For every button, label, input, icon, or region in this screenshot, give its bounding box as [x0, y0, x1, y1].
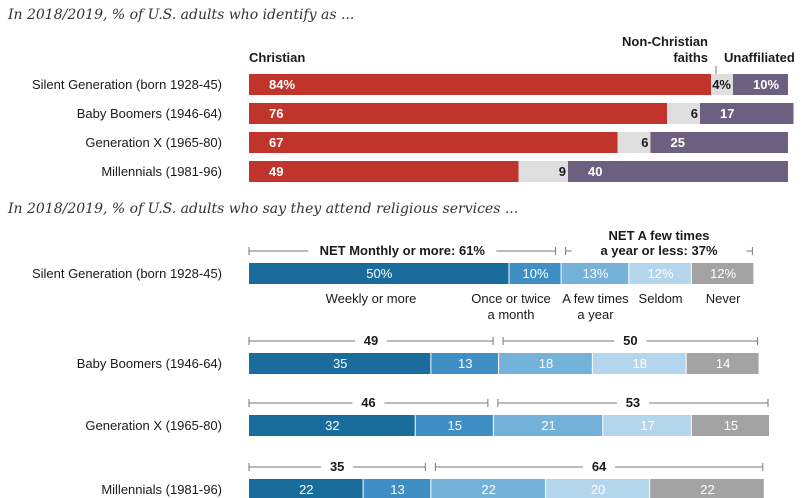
category-label-identity: Generation X (1965-80) [85, 135, 222, 150]
series-label: Never [706, 291, 741, 306]
bar-segment-christian [249, 103, 667, 124]
series-label: a month [488, 307, 535, 322]
bar-segment-seldom [603, 415, 691, 436]
bar-segment-once-or-twice-a-month [415, 415, 493, 436]
data-label: 35 [333, 356, 347, 371]
data-label: 49 [269, 164, 283, 179]
data-label: 18 [633, 356, 647, 371]
data-label: 4% [712, 77, 731, 92]
data-label: 15 [448, 418, 462, 433]
bar-segment-unaffiliated [650, 132, 788, 153]
net-monthly-label: 35 [330, 459, 344, 474]
net-few-label: 64 [592, 459, 607, 474]
category-label-identity: Millennials (1981-96) [101, 164, 222, 179]
data-label: 40 [588, 164, 602, 179]
bar-segment-never [691, 415, 769, 436]
legend-non-christian: Non-Christian [622, 34, 708, 49]
series-label: A few times [562, 291, 629, 306]
bar-segment-weekly-or-more [249, 263, 509, 284]
data-label: 20 [591, 482, 605, 497]
data-label: 15 [724, 418, 738, 433]
legend-christian: Christian [249, 50, 305, 65]
series-label: Weekly or more [326, 291, 417, 306]
series-label: a year [577, 307, 614, 322]
data-label: 14 [716, 356, 730, 371]
data-label: 22 [700, 482, 714, 497]
bar-segment-a-few-times-a-year [431, 479, 545, 498]
net-few-label: NET A few times [609, 228, 710, 243]
category-label-attendance: Silent Generation (born 1928-45) [32, 266, 222, 281]
data-label: 22 [481, 482, 495, 497]
data-label: 32 [325, 418, 339, 433]
bar-segment-unaffiliated [733, 74, 788, 95]
data-label: 21 [541, 418, 555, 433]
net-monthly-label: 49 [364, 333, 378, 348]
bar-segment-a-few-times-a-year [561, 263, 629, 284]
net-few-label: 50 [623, 333, 637, 348]
data-label: 67 [269, 135, 283, 150]
data-label: 9 [559, 164, 566, 179]
bar-segment-non-christian-faiths [518, 161, 568, 182]
series-label: Seldom [639, 291, 683, 306]
category-label-attendance: Baby Boomers (1946-64) [77, 356, 222, 371]
net-monthly-label: 46 [361, 395, 375, 410]
bar-segment-weekly-or-more [249, 353, 431, 374]
data-label: 10% [523, 266, 549, 281]
bar-segment-seldom [592, 353, 686, 374]
data-label: 22 [299, 482, 313, 497]
data-label: 13 [390, 482, 404, 497]
series-label: Once or twice [471, 291, 550, 306]
bar-segment-weekly-or-more [249, 479, 363, 498]
category-label-attendance: Millennials (1981-96) [101, 482, 222, 497]
data-label: 17 [720, 106, 734, 121]
data-label: 13 [458, 356, 472, 371]
bar-segment-non-christian-faiths [667, 103, 700, 124]
category-label-identity: Baby Boomers (1946-64) [77, 106, 222, 121]
bar-segment-never [686, 353, 759, 374]
category-label-identity: Silent Generation (born 1928-45) [32, 77, 222, 92]
data-label: 12% [648, 266, 674, 281]
bar-segment-christian [249, 74, 711, 95]
bar-segment-a-few-times-a-year [499, 353, 592, 374]
data-label: 25 [671, 135, 685, 150]
bar-segment-seldom [629, 263, 691, 284]
bar-segment-non-christian-faiths [711, 74, 733, 95]
chart1-subtitle: In 2018/2019, % of U.S. adults who ident… [8, 7, 355, 23]
data-label: 12% [710, 266, 736, 281]
bar-segment-seldom [545, 479, 650, 498]
bar-segment-christian [249, 161, 519, 182]
bar-segment-weekly-or-more [249, 415, 415, 436]
bar-segment-never [691, 263, 754, 284]
net-few-label: 53 [626, 395, 640, 410]
data-label: 6 [641, 135, 648, 150]
bar-segment-non-christian-faiths [617, 132, 651, 153]
bar-segment-unaffiliated [700, 103, 794, 124]
data-label: 10% [753, 77, 779, 92]
data-label: 84% [269, 77, 295, 92]
bar-segment-christian [249, 132, 618, 153]
legend-non-christian: faiths [673, 50, 708, 65]
net-few-label: a year or less: 37% [600, 243, 718, 258]
net-monthly-label: NET Monthly or more: 61% [320, 243, 486, 258]
data-label: 50% [366, 266, 392, 281]
bar-segment-once-or-twice-a-month [431, 353, 499, 374]
data-label: 76 [269, 106, 283, 121]
bar-segment-once-or-twice-a-month [363, 479, 431, 498]
bar-segment-unaffiliated [568, 161, 788, 182]
category-label-attendance: Generation X (1965-80) [85, 418, 222, 433]
chart2-subtitle: In 2018/2019, % of U.S. adults who say t… [8, 201, 519, 217]
data-label: 17 [640, 418, 654, 433]
data-label: 18 [539, 356, 553, 371]
bar-segment-a-few-times-a-year [493, 415, 603, 436]
data-label: 13% [582, 266, 608, 281]
bar-segment-never [650, 479, 764, 498]
legend-unaffiliated: Unaffiliated [724, 50, 795, 65]
bar-segment-once-or-twice-a-month [509, 263, 561, 284]
data-label: 6 [691, 106, 698, 121]
